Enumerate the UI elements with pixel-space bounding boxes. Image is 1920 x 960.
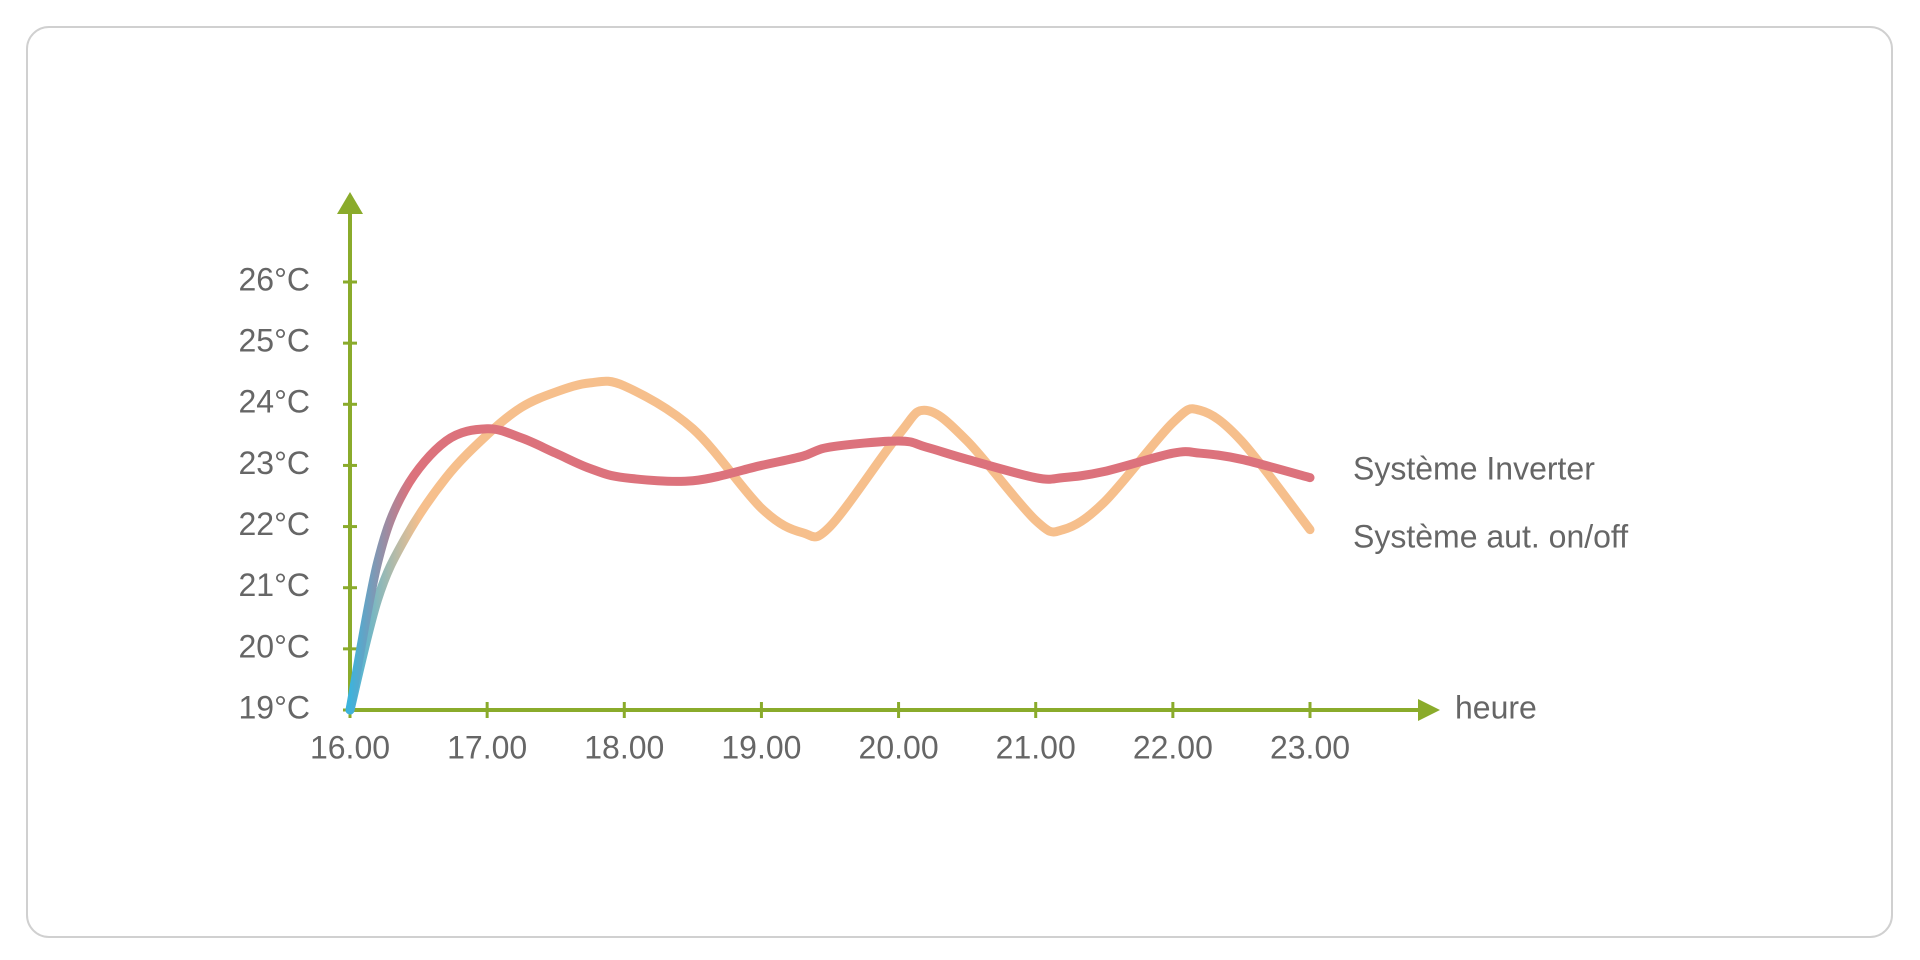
y-tick-label: 23°C bbox=[239, 445, 311, 481]
y-tick-label: 22°C bbox=[239, 506, 311, 542]
y-tick-label: 25°C bbox=[239, 323, 311, 359]
x-tick-label: 20.00 bbox=[859, 729, 939, 765]
y-tick-label: 24°C bbox=[239, 384, 311, 420]
y-tick-label: 20°C bbox=[239, 628, 311, 664]
legend-label: Système Inverter bbox=[1353, 450, 1595, 486]
x-tick-label: 22.00 bbox=[1133, 729, 1213, 765]
y-axis-arrow bbox=[337, 192, 363, 214]
x-axis-arrow bbox=[1418, 699, 1440, 721]
y-tick-label: 19°C bbox=[239, 689, 311, 725]
x-tick-label: 17.00 bbox=[447, 729, 527, 765]
x-axis-label: heure bbox=[1455, 689, 1537, 725]
y-tick-label: 21°C bbox=[239, 567, 311, 603]
frame bbox=[26, 26, 1893, 938]
series-line bbox=[345, 424, 1315, 715]
x-tick-label: 18.00 bbox=[584, 729, 664, 765]
y-tick-label: 26°C bbox=[239, 261, 311, 297]
x-tick-label: 19.00 bbox=[721, 729, 801, 765]
legend-label: Système aut. on/off bbox=[1353, 518, 1628, 554]
x-tick-label: 21.00 bbox=[996, 729, 1076, 765]
series-line bbox=[345, 376, 1315, 715]
x-tick-label: 16.00 bbox=[310, 729, 390, 765]
x-tick-label: 23.00 bbox=[1270, 729, 1350, 765]
